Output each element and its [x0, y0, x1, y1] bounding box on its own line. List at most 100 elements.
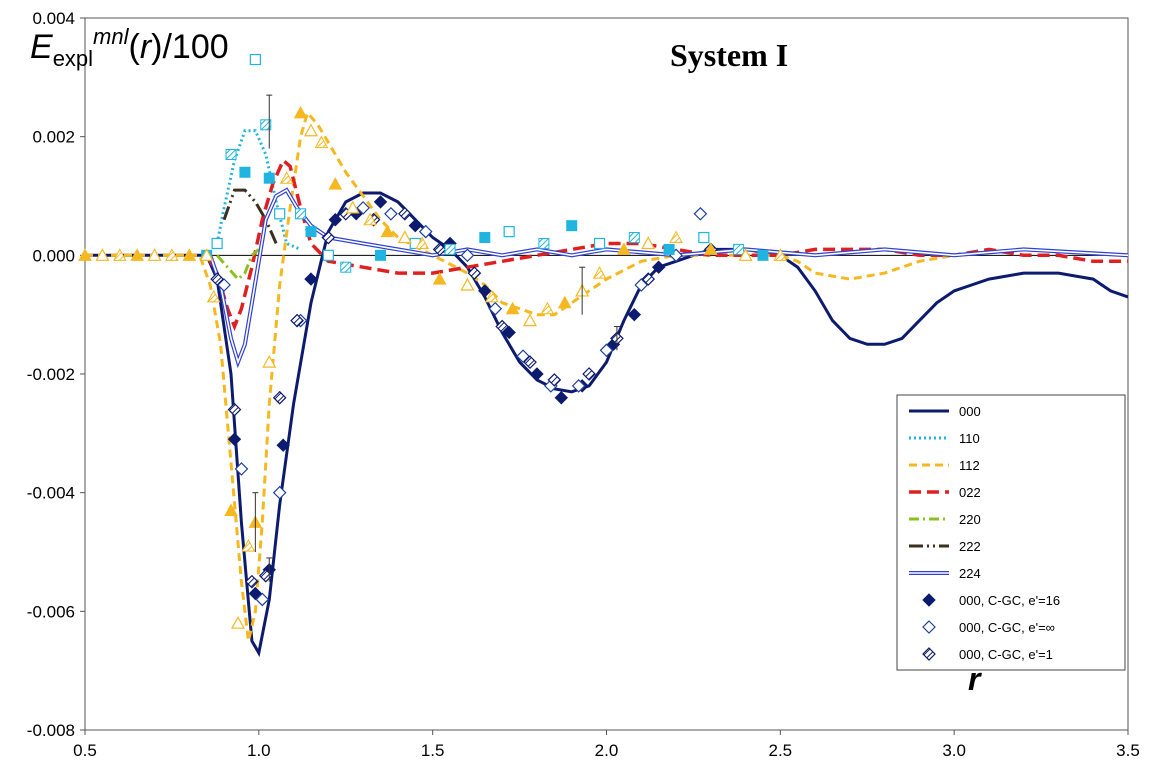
data-point-112-markers — [206, 289, 221, 303]
data-point-112-markers — [182, 248, 197, 261]
data-point-000-c-gc-e-1 — [290, 313, 304, 328]
data-point-000-c-gc-e-16 — [304, 272, 318, 286]
data-point-112-markers — [523, 313, 538, 327]
data-point-000-c-gc-e- — [571, 379, 586, 393]
data-point-112-markers — [95, 248, 110, 261]
data-point-000-c-gc-e-1 — [467, 266, 482, 280]
data-point-112-markers — [773, 248, 788, 261]
data-point-112-markers — [641, 236, 656, 250]
data-point-110-markers — [263, 172, 275, 184]
data-point-112-markers — [557, 295, 572, 309]
data-point-112-markers — [397, 230, 412, 244]
y-tick-label: -0.004 — [27, 484, 75, 503]
data-point-110-markers — [479, 232, 491, 244]
y-tick-label: 0.000 — [32, 246, 75, 265]
data-point-000-c-gc-e- — [460, 248, 475, 263]
data-point-000-c-gc-e- — [488, 301, 503, 316]
data-point-112-markers — [328, 177, 343, 190]
data-point-112-markers — [460, 277, 475, 291]
data-point-110-markers — [340, 261, 352, 273]
legend-label: 220 — [959, 512, 981, 527]
data-point-112-markers — [669, 230, 683, 244]
y-tick-label: 0.002 — [32, 128, 75, 147]
data-point-000-c-gc-e-1 — [321, 230, 336, 245]
y-axis-title: Eexplmnl(r)/100 — [30, 24, 229, 71]
x-tick-label: 2.5 — [769, 741, 793, 760]
data-point-000-c-gc-e-16 — [227, 432, 242, 446]
data-point-112-markers — [540, 301, 555, 315]
data-point-000-c-gc-e- — [384, 206, 398, 221]
data-point-112-markers — [241, 539, 256, 552]
data-point-000-c-gc-e-16 — [651, 260, 666, 274]
data-point-000-c-gc-e-16 — [627, 307, 642, 322]
data-point-110-markers — [295, 208, 307, 220]
data-point-112-markers — [165, 248, 179, 261]
data-point-000-c-gc-e-1 — [523, 355, 537, 369]
legend: 000 110 112 022 220 222 224 000, C-GC, e'=16 000… — [896, 394, 1126, 671]
data-point-000-c-gc-e-1 — [272, 390, 287, 405]
data-point-000-c-gc-e-1 — [210, 272, 224, 286]
data-point-000-c-gc-e-1 — [432, 242, 447, 257]
data-point-112-markers — [345, 200, 360, 214]
data-point-112-markers — [314, 135, 329, 149]
data-point-110-markers — [538, 237, 550, 249]
data-point-112-markers — [303, 123, 318, 137]
data-point-110-markers — [757, 249, 769, 261]
data-point-110-markers — [225, 148, 237, 160]
series-line-220 — [215, 248, 260, 282]
data-point-000-c-gc-e-16 — [276, 438, 290, 452]
data-point-000-c-gc-e-16 — [328, 213, 343, 227]
data-point-112-markers — [112, 248, 127, 261]
x-tick-label: 2.0 — [595, 741, 619, 760]
data-point-110-markers — [322, 249, 334, 261]
data-point-000-c-gc-e-1 — [495, 319, 510, 334]
data-point-112-markers — [415, 236, 430, 249]
data-point-110-markers — [249, 53, 261, 66]
x-tick-label: 0.5 — [73, 741, 97, 760]
data-point-110-markers — [628, 232, 640, 244]
data-point-000-c-gc-e-16 — [408, 218, 422, 233]
data-point-110-markers — [274, 208, 286, 220]
data-point-110-markers — [566, 220, 578, 232]
series-line-112 — [85, 109, 955, 642]
data-point-112-markers — [380, 224, 395, 238]
data-point-000-c-gc-e- — [272, 485, 287, 500]
data-point-110-markers — [305, 226, 317, 238]
data-point-112-markers — [224, 503, 238, 516]
series-line-110 — [215, 129, 302, 251]
data-point-000-c-gc-e- — [234, 462, 249, 476]
data-point-000-c-gc-e-16 — [373, 195, 388, 209]
data-point-000-c-gc-e-16 — [478, 284, 492, 298]
data-point-110-markers — [260, 119, 272, 131]
data-point-112-markers — [78, 248, 92, 261]
y-tick-label: -0.002 — [27, 365, 75, 384]
data-point-000-c-gc-e- — [599, 343, 614, 358]
data-point-110-markers — [593, 237, 606, 250]
data-point-110-markers — [211, 237, 223, 250]
data-point-000-c-gc-e- — [693, 206, 708, 221]
legend-label: 222 — [959, 539, 981, 554]
y-tick-label: -0.006 — [27, 602, 75, 621]
data-point-000-c-gc-e- — [634, 278, 649, 292]
legend-label: 022 — [959, 485, 981, 500]
data-point-112-markers — [279, 171, 294, 184]
data-point-112-markers — [617, 242, 631, 255]
data-point-112-markers — [432, 272, 447, 285]
data-point-112-markers — [230, 615, 245, 629]
data-point-112-markers — [703, 242, 718, 255]
data-point-000-c-gc-e-16 — [502, 325, 516, 340]
data-point-110-markers — [663, 243, 675, 255]
data-point-110-markers — [239, 166, 251, 178]
data-point-112-markers — [262, 354, 277, 368]
data-point-110-markers — [733, 243, 745, 255]
legend-label: 000, C-GC, e'=∞ — [959, 620, 1055, 635]
data-point-112-markers — [363, 212, 377, 226]
data-point-112-markers — [738, 248, 753, 261]
data-point-112-markers — [130, 248, 144, 261]
data-point-000-c-gc-e-1 — [245, 574, 259, 589]
data-point-110-markers — [698, 231, 710, 244]
data-point-000-c-gc-e-16 — [554, 391, 569, 405]
data-point-000-c-gc-e-1 — [227, 402, 242, 417]
series-line-222 — [222, 188, 278, 245]
